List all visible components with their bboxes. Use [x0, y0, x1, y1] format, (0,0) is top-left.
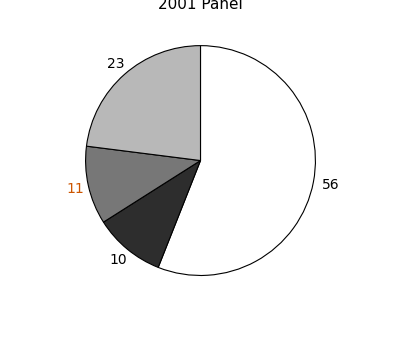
Text: 11: 11: [66, 182, 84, 196]
Wedge shape: [85, 146, 200, 222]
Wedge shape: [87, 46, 200, 161]
Title: 2001 Panel: 2001 Panel: [158, 0, 243, 11]
Wedge shape: [158, 46, 316, 275]
Text: 56: 56: [322, 178, 339, 192]
Text: 10: 10: [109, 253, 127, 267]
Wedge shape: [103, 161, 200, 267]
Text: 23: 23: [107, 57, 124, 71]
